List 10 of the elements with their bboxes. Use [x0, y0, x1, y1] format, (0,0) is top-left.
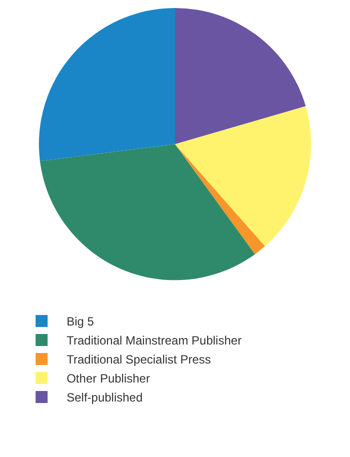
legend-label: Self-published [66, 390, 143, 405]
pie-slice [175, 106, 312, 246]
legend-label: Traditional Specialist Press [66, 352, 211, 367]
pie-slice [175, 144, 265, 254]
legend-label: Big 5 [66, 314, 94, 329]
pie-slice [38, 8, 175, 162]
legend-label: Other Publisher [66, 372, 150, 386]
pie-slice [175, 8, 306, 144]
legend-label: Traditional Mainstream Publisher [66, 334, 242, 348]
pie-slice [40, 144, 255, 280]
